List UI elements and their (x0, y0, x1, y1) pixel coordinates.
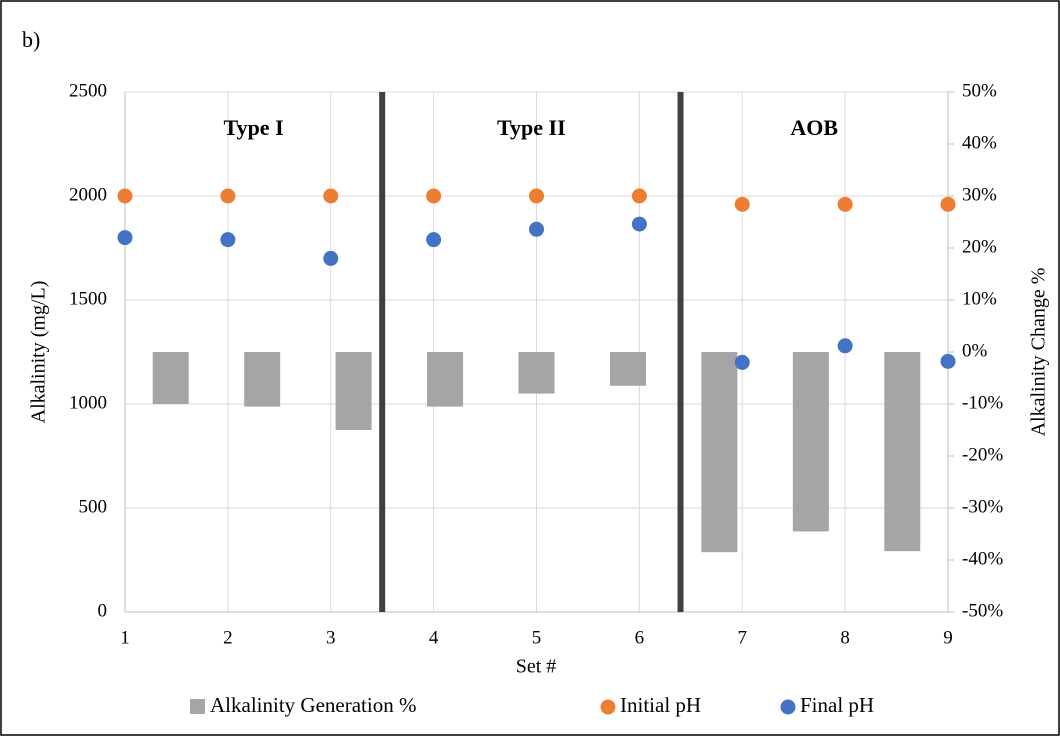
y2-tick-label: 0% (962, 340, 988, 361)
legend-swatch (600, 699, 616, 715)
point (117, 188, 133, 204)
point (631, 188, 647, 204)
legend-label: Alkalinity Generation % (210, 693, 416, 717)
legend-label: Initial pH (620, 693, 701, 717)
x-tick-label: 7 (738, 627, 748, 648)
panel-label: b) (22, 27, 40, 52)
bar (884, 352, 921, 552)
point (220, 232, 236, 248)
x-tick-label: 1 (120, 627, 130, 648)
group-label: AOB (790, 115, 838, 140)
y2-tick-label: 30% (962, 184, 997, 205)
group-label: Type I (224, 115, 284, 140)
point (734, 354, 750, 370)
y2-tick-label: 40% (962, 132, 997, 153)
point (940, 196, 956, 212)
legend-swatch (190, 699, 205, 714)
y-tick-label: 0 (98, 600, 108, 621)
y-tick-label: 500 (79, 496, 108, 517)
bar (244, 352, 281, 407)
point (734, 196, 750, 212)
bar (701, 352, 738, 553)
y2-tick-label: 20% (962, 236, 997, 257)
y-axis-title: Alkalinity (mg/L) (28, 281, 50, 424)
point (837, 196, 853, 212)
point (117, 230, 133, 246)
bar (518, 352, 555, 394)
point (220, 188, 236, 204)
x-tick-label: 6 (635, 627, 645, 648)
x-tick-label: 3 (326, 627, 336, 648)
point (323, 188, 339, 204)
point (631, 216, 647, 232)
legend-swatch (780, 699, 796, 715)
y2-tick-label: 10% (962, 288, 997, 309)
bar (335, 352, 372, 430)
bar (792, 352, 829, 532)
point (940, 353, 956, 369)
bar (427, 352, 464, 407)
group-label: Type II (497, 115, 566, 140)
y-tick-label: 2000 (69, 184, 107, 205)
y2-tick-label: -20% (962, 444, 1003, 465)
y-tick-label: 1000 (69, 392, 107, 413)
y2-tick-label: 50% (962, 80, 997, 101)
y2-tick-label: -40% (962, 548, 1003, 569)
y2-tick-label: -50% (962, 600, 1003, 621)
y2-tick-label: -10% (962, 392, 1003, 413)
y2-axis-title: Alkalinity Change % (1028, 268, 1050, 437)
x-tick-label: 8 (840, 627, 850, 648)
point (529, 188, 544, 204)
y-tick-label: 1500 (69, 288, 107, 309)
point (323, 250, 339, 266)
y-tick-label: 2500 (69, 80, 107, 101)
point (426, 188, 442, 204)
x-axis-title: Set # (516, 656, 557, 678)
legend-label: Final pH (800, 693, 874, 717)
point (529, 221, 544, 237)
x-tick-label: 4 (429, 627, 439, 648)
point (426, 232, 442, 248)
x-tick-label: 9 (943, 627, 953, 648)
x-tick-label: 2 (223, 627, 233, 648)
x-tick-label: 5 (532, 627, 542, 648)
bar (152, 352, 189, 404)
point (837, 338, 853, 354)
bar (609, 352, 646, 386)
y2-tick-label: -30% (962, 496, 1003, 517)
